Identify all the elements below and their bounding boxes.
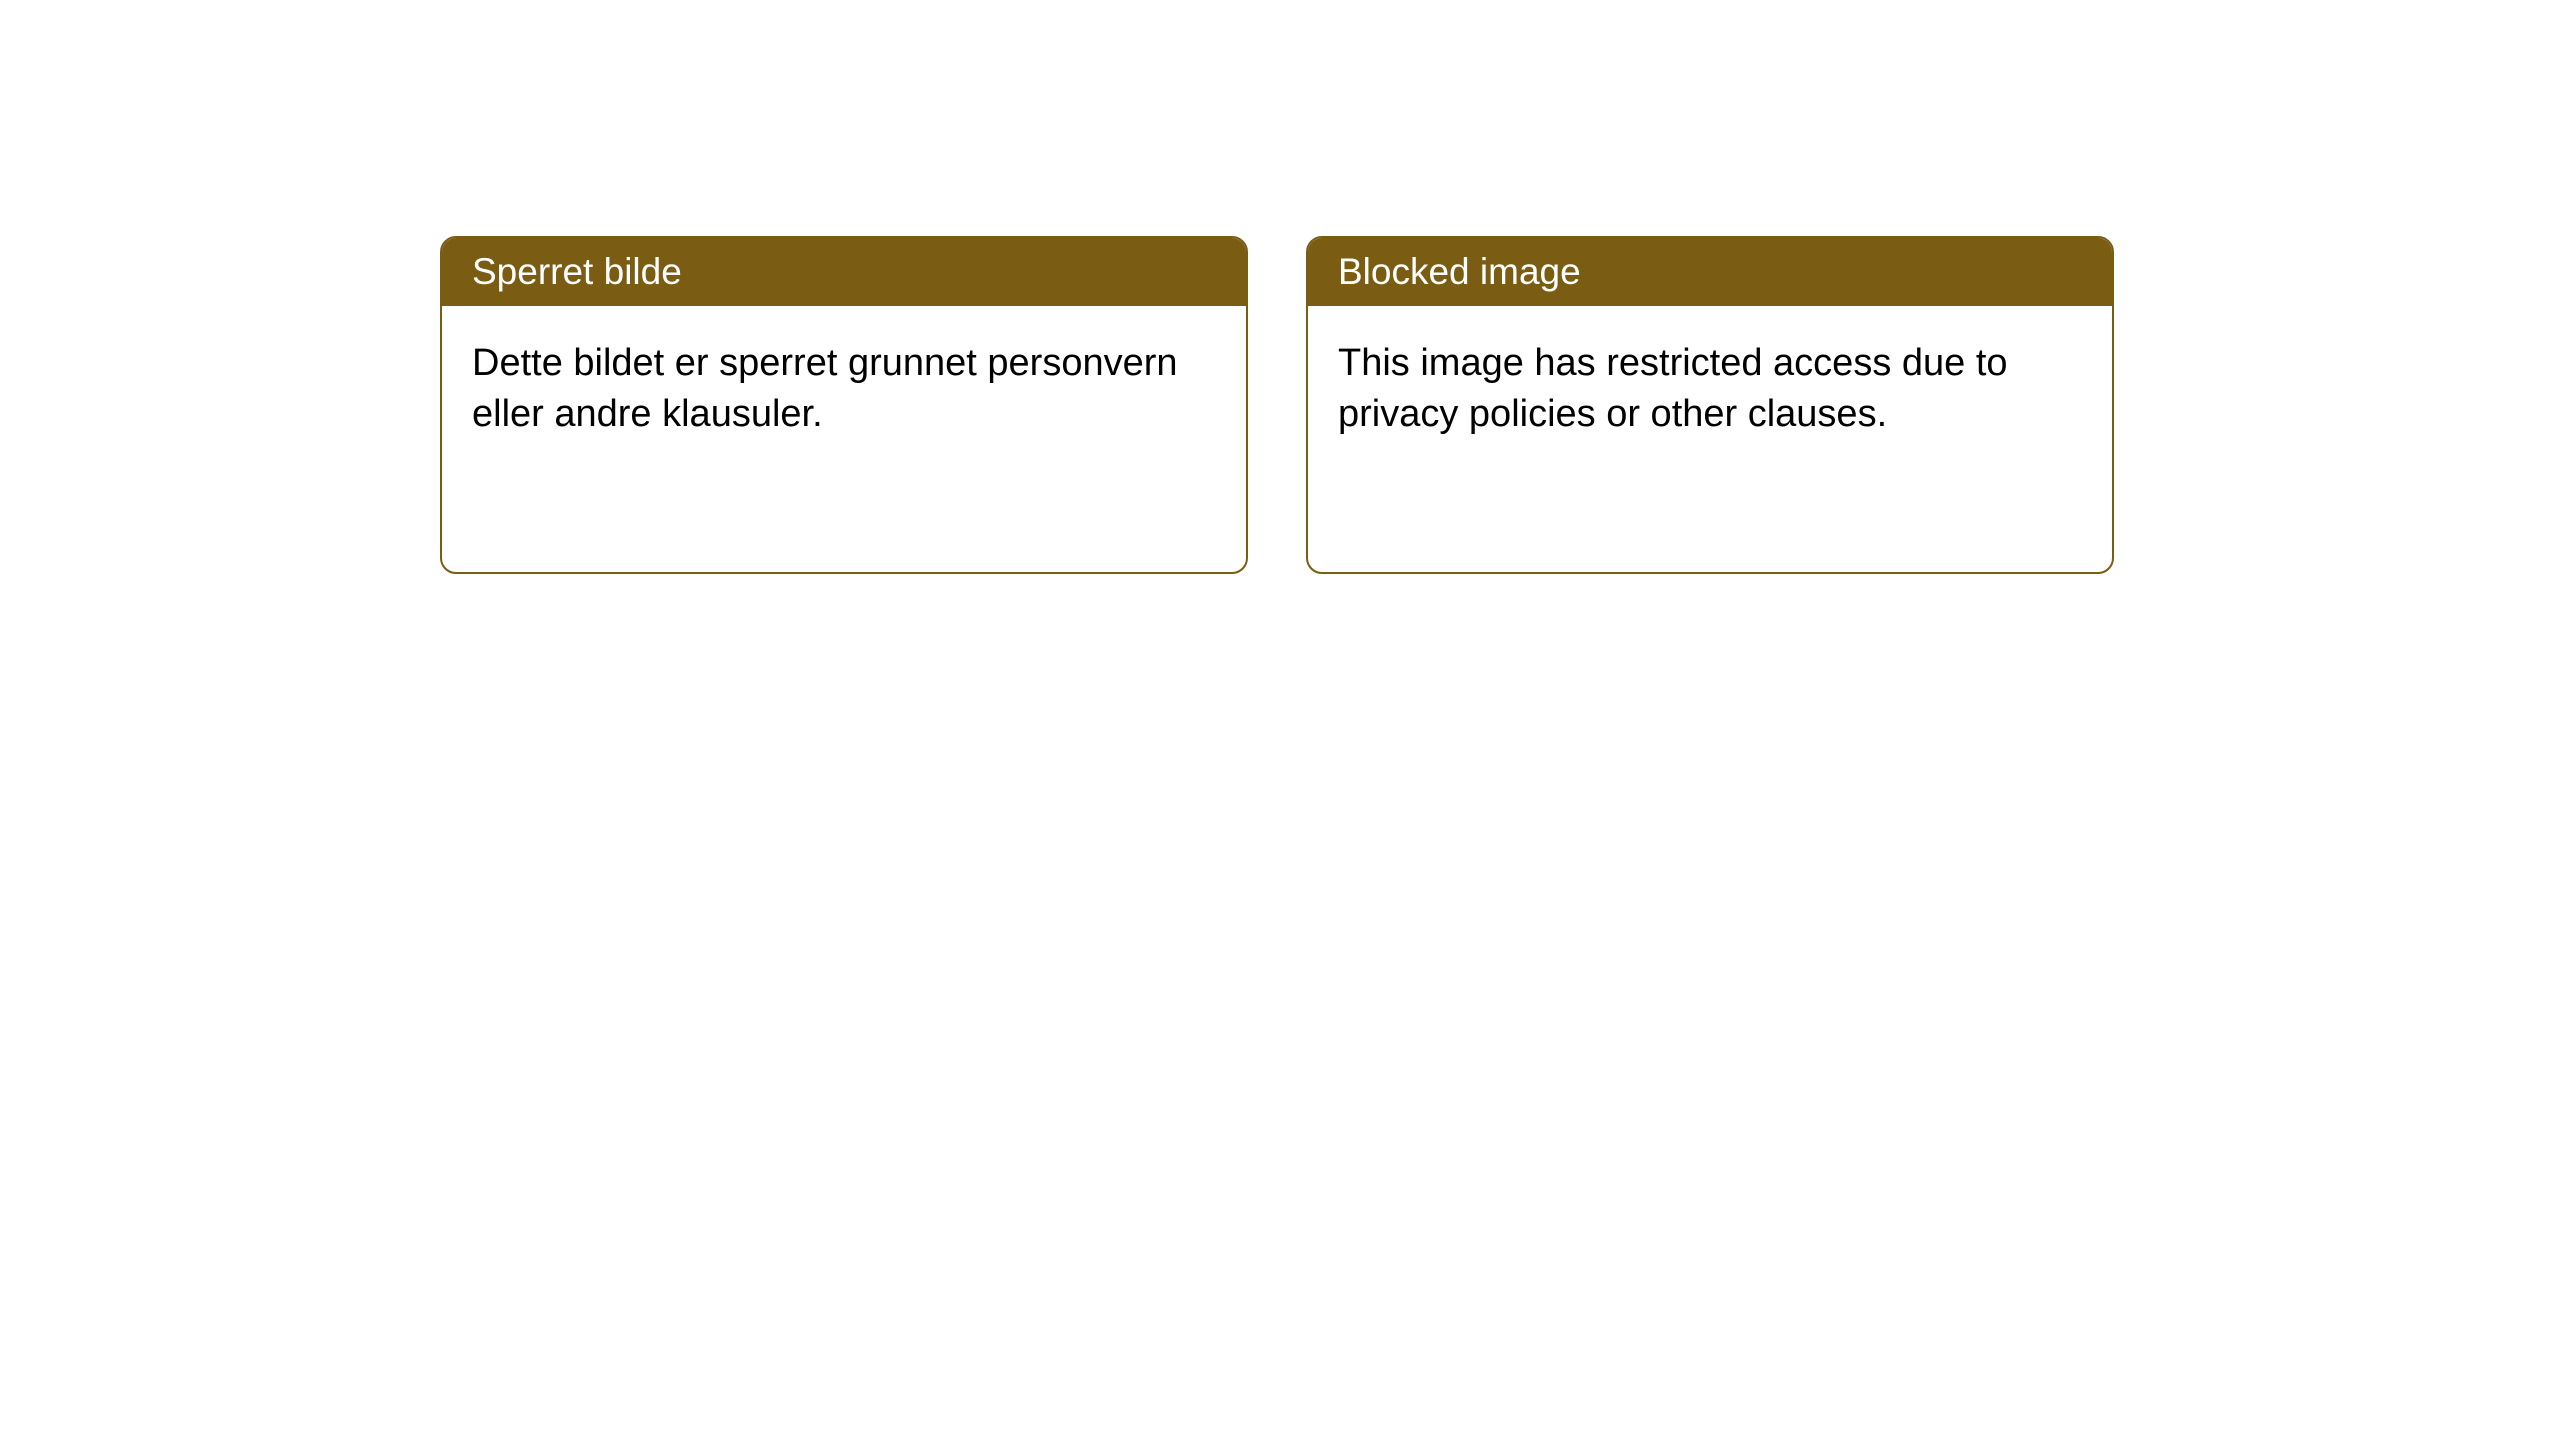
notice-card-norwegian: Sperret bilde Dette bildet er sperret gr…: [440, 236, 1248, 574]
card-title: Sperret bilde: [472, 251, 682, 292]
card-title: Blocked image: [1338, 251, 1581, 292]
card-body-text: Dette bildet er sperret grunnet personve…: [472, 342, 1178, 435]
card-body: Dette bildet er sperret grunnet personve…: [442, 306, 1246, 473]
card-body-text: This image has restricted access due to …: [1338, 342, 2008, 435]
card-body: This image has restricted access due to …: [1308, 306, 2112, 473]
card-header: Blocked image: [1308, 238, 2112, 306]
card-header: Sperret bilde: [442, 238, 1246, 306]
notice-cards-container: Sperret bilde Dette bildet er sperret gr…: [440, 236, 2114, 574]
notice-card-english: Blocked image This image has restricted …: [1306, 236, 2114, 574]
